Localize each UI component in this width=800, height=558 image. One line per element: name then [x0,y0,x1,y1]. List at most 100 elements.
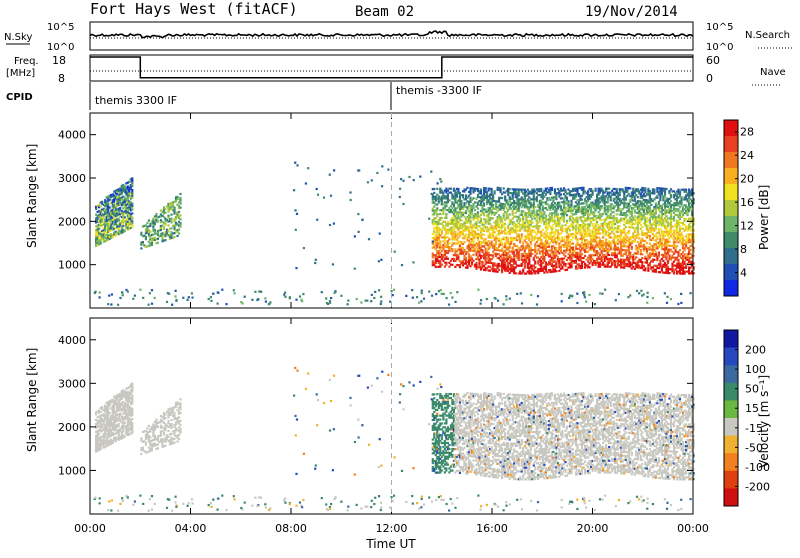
power-echo-cell [637,227,639,229]
power-echo-cell [546,199,548,201]
power-echo-cell [167,211,169,213]
power-echo-cell [671,262,673,264]
power-echo-cell [474,209,476,211]
power-echo-cell [118,217,120,219]
power-echo-cell [530,243,532,245]
power-echo-cell [119,207,121,209]
power-echo-cell [566,197,568,199]
power-echo-cell [174,295,176,297]
power-echo-cell [643,211,645,213]
power-echo-cell [687,214,689,216]
freq-tick-top: 18 [52,54,66,67]
power-echo-cell [602,193,604,195]
power-echo-cell [613,233,615,235]
power-echo-cell [477,211,479,213]
power-echo-cell [626,236,628,238]
power-echo-cell [380,301,382,303]
power-echo-cell [148,219,150,221]
power-echo-cell [557,213,559,215]
power-echo-cell [682,206,684,208]
power-echo-cell [485,240,487,242]
power-echo-cell [605,256,607,258]
power-echo-cell [596,254,598,256]
power-echo-cell [673,196,675,198]
power-echo-cell [611,203,613,205]
power-echo-cell [512,198,514,200]
power-echo-cell [463,190,465,192]
power-echo-cell [527,265,529,267]
power-echo-cell [593,211,595,213]
power-echo-cell [604,254,606,256]
power-echo-cell [655,202,657,204]
power-echo-cell [533,239,535,241]
power-echo-cell [679,194,681,196]
power-echo-cell [454,209,456,211]
power-echo-cell [124,216,126,218]
power-echo-cell [447,252,449,254]
power-echo-cell [480,188,482,190]
power-echo-cell [492,256,494,258]
power-echo-cell [664,250,666,252]
power-echo-cell [684,220,686,222]
power-echo-cell [682,265,684,267]
power-echo-cell [646,217,648,219]
power-echo-cell [534,261,536,263]
power-echo-cell [604,221,606,223]
power-echo-cell [530,251,532,253]
power-echo-cell [469,220,471,222]
power-echo-cell [602,227,604,229]
power-echo-cell [646,302,648,304]
power-echo-cell [555,264,557,266]
power-echo-cell [599,232,601,234]
power-echo-cell [507,227,509,229]
power-echo-cell [131,177,133,179]
power-echo-cell [512,214,514,216]
power-echo-cell [519,204,521,206]
power-echo-cell [599,238,601,240]
power-echo-cell [610,229,612,231]
power-echo-cell [542,194,544,196]
power-echo-cell [555,194,557,196]
power-echo-cell [515,227,517,229]
power-echo-cell [576,302,578,304]
power-echo-cell [570,262,572,264]
power-echo-cell [519,247,521,249]
power-echo-cell [463,216,465,218]
power-echo-cell [459,210,461,212]
power-echo-cell [659,261,661,263]
power-echo-cell [536,251,538,253]
power-echo-cell [587,216,589,218]
power-echo-cell [167,224,169,226]
power-echo-cell [477,213,479,215]
power-echo-cell [670,208,672,210]
power-echo-cell [485,238,487,240]
power-echo-cell [628,248,630,250]
power-echo-cell [530,270,532,272]
power-echo-cell [478,225,480,227]
power-echo-cell [661,193,663,195]
power-echo-cell [439,244,441,246]
power-echo-cell [671,210,673,212]
power-echo-cell [513,204,515,206]
power-echo-cell [599,262,601,264]
power-echo-cell [460,219,462,221]
power-echo-cell [112,236,114,238]
power-echo-cell [442,203,444,205]
power-echo-cell [558,270,560,272]
power-echo-cell [445,215,447,217]
power-echo-cell [530,216,532,218]
power-echo-cell [688,270,690,272]
power-echo-cell [504,195,506,197]
power-echo-cell [163,226,165,228]
noise-tick-right-top: 10^5 [706,22,733,33]
power-echo-cell [679,191,681,193]
power-echo-cell [537,221,539,223]
power-echo-cell [557,208,559,210]
power-echo-cell [598,211,600,213]
power-echo-cell [561,267,563,269]
power-echo-cell [477,188,479,190]
power-echo-cell [658,203,660,205]
power-echo-cell [617,227,619,229]
power-echo-cell [518,210,520,212]
power-echo-cell [563,217,565,219]
